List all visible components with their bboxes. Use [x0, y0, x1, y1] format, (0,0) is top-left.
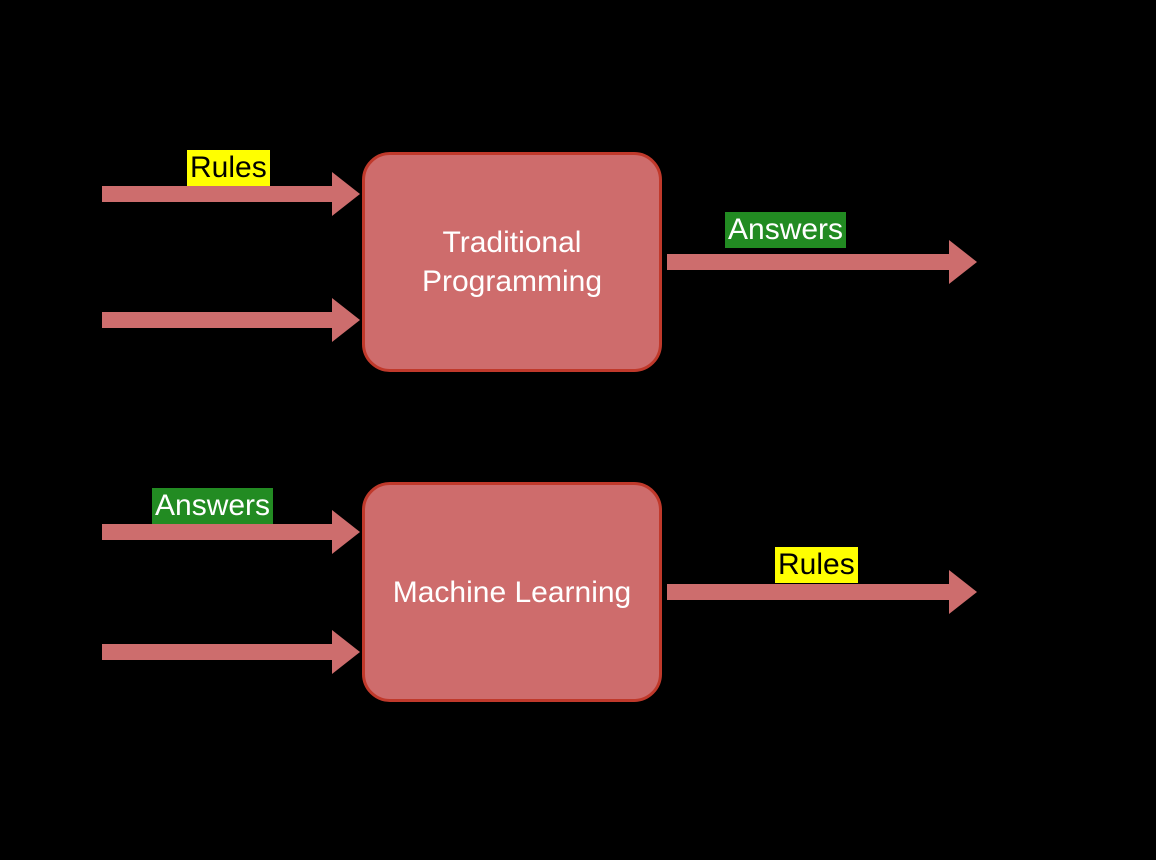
tag-rules-out: Rules [775, 547, 858, 583]
arrow-tp-in-bottom [102, 298, 360, 342]
box-machine-learning: Machine Learning [362, 482, 662, 702]
tag-answers-in: Answers [152, 488, 273, 524]
tag-answers-out: Answers [725, 212, 846, 248]
tag-rules-in: Rules [187, 150, 270, 186]
diagram-canvas: Traditional Programming Machine Learning… [2, 2, 1154, 858]
box-traditional-programming: Traditional Programming [362, 152, 662, 372]
box-label: Traditional Programming [422, 223, 602, 301]
box-label: Machine Learning [393, 573, 632, 612]
arrow-ml-in-bottom [102, 630, 360, 674]
